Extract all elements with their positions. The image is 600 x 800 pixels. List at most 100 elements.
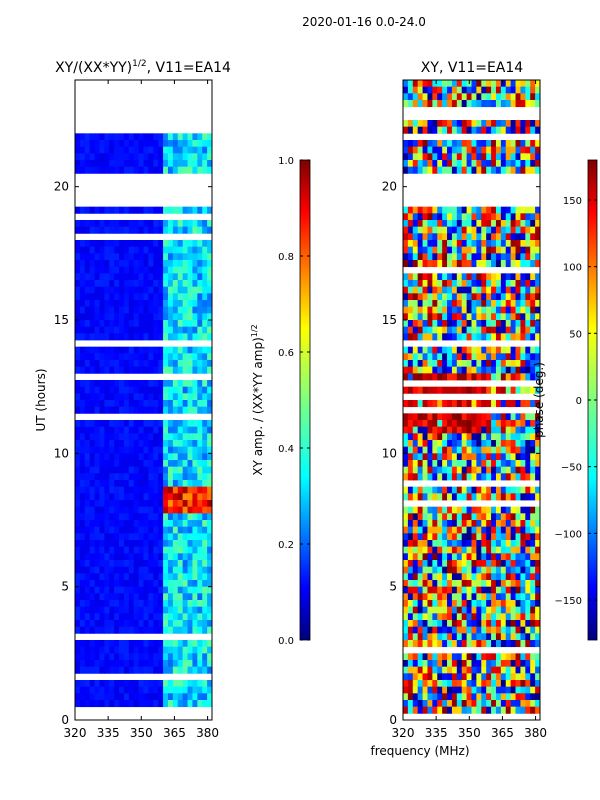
phase-cell [486, 166, 492, 174]
amplitude-cell [148, 313, 154, 321]
amplitude-cell [109, 246, 115, 254]
phase-cell [403, 273, 409, 281]
phase-cell [471, 240, 477, 248]
phase-cell [500, 353, 507, 361]
amplitude-cell [182, 500, 188, 508]
amplitude-cell [148, 480, 154, 488]
phase-cell [476, 546, 482, 554]
phase-cell [427, 220, 433, 228]
amplitude-cell [182, 160, 188, 168]
phase-cell [451, 486, 458, 494]
amplitude-cell [177, 366, 184, 374]
amplitude-cell [109, 693, 115, 701]
amplitude-cell [158, 680, 164, 688]
amplitude-cell [133, 580, 139, 588]
amplitude-cell [192, 300, 198, 308]
phase-cell [403, 546, 409, 554]
amplitude-cell [89, 300, 95, 308]
amplitude-cell [94, 446, 100, 454]
phase-cell [451, 580, 458, 588]
phase-cell [417, 320, 423, 328]
phase-cell [427, 660, 433, 668]
amplitude-cell [148, 280, 154, 288]
phase-cell [466, 386, 472, 394]
amplitude-cell [114, 346, 120, 354]
amplitude-cell [177, 286, 184, 294]
phase-cell [515, 353, 521, 361]
amplitude-cell [207, 586, 212, 594]
phase-cell [442, 526, 448, 534]
phase-cell [456, 580, 463, 588]
phase-cell [407, 520, 414, 528]
amplitude-cell [99, 273, 105, 281]
amplitude-cell [148, 240, 154, 248]
amplitude-cell [202, 420, 208, 428]
phase-cell [427, 280, 433, 288]
amplitude-cell [187, 480, 193, 488]
amplitude-x-tick-label: 320 [64, 726, 87, 740]
amplitude-cell [89, 580, 95, 588]
amplitude-cell [197, 406, 203, 414]
amplitude-cell [104, 153, 110, 161]
amplitude-cell [123, 560, 130, 568]
phase-cell [500, 153, 507, 161]
phase-cell [535, 553, 540, 561]
amplitude-cell [153, 546, 159, 554]
amplitude-cell [128, 466, 135, 474]
amplitude-cell [138, 466, 144, 474]
amplitude-cell [197, 640, 203, 648]
phase-cell [451, 440, 458, 448]
phase-cell [505, 426, 512, 434]
phase-cell [422, 680, 428, 688]
phase-cell [466, 453, 472, 461]
amplitude-cell [99, 220, 105, 228]
amplitude-cell [123, 240, 130, 248]
amplitude-cell [99, 486, 105, 494]
phase-cell [407, 546, 414, 554]
phase-cell [422, 206, 428, 214]
amplitude-cell [79, 466, 86, 474]
amplitude-cell [177, 273, 184, 281]
phase-cell [515, 566, 521, 574]
amplitude-cell [153, 320, 159, 328]
phase-cell [456, 233, 463, 241]
amplitude-cell [119, 300, 125, 308]
amplitude-cell [138, 693, 144, 701]
phase-cell [515, 473, 521, 481]
phase-cell [505, 600, 512, 608]
amplitude-cell [172, 206, 179, 214]
amplitude-cell [75, 253, 81, 261]
amplitude-cell [133, 560, 139, 568]
amplitude-cell [128, 626, 135, 634]
phase-cell [437, 566, 443, 574]
phase-cell [535, 286, 540, 294]
phase-cell [495, 666, 502, 674]
amplitude-cell [123, 360, 130, 368]
phase-cell [500, 246, 507, 254]
phase-cell [432, 306, 438, 314]
amplitude-cell [148, 486, 154, 494]
amplitude-cell [143, 346, 149, 354]
amplitude-cell [84, 546, 91, 554]
phase-cell [515, 213, 521, 221]
amplitude-cell [99, 260, 105, 268]
phase-cell [412, 586, 419, 594]
phase-cell [432, 600, 438, 608]
amplitude-cell [138, 286, 144, 294]
phase-cell [535, 140, 540, 148]
phase-cell [451, 213, 458, 221]
amplitude-cell [197, 573, 203, 581]
amplitude-cell [114, 420, 120, 428]
amplitude-cell [197, 700, 203, 708]
phase-cell [447, 573, 453, 581]
phase-cell [505, 533, 512, 541]
phase-cell [456, 680, 463, 688]
amplitude-cell [207, 366, 212, 374]
amplitude-cell [133, 246, 139, 254]
phase-cell [491, 593, 497, 601]
amplitude-cell [75, 506, 81, 514]
phase-cell [471, 226, 477, 234]
amplitude-cell [167, 393, 174, 401]
amplitude-cell [99, 440, 105, 448]
amplitude-cell [158, 566, 164, 574]
